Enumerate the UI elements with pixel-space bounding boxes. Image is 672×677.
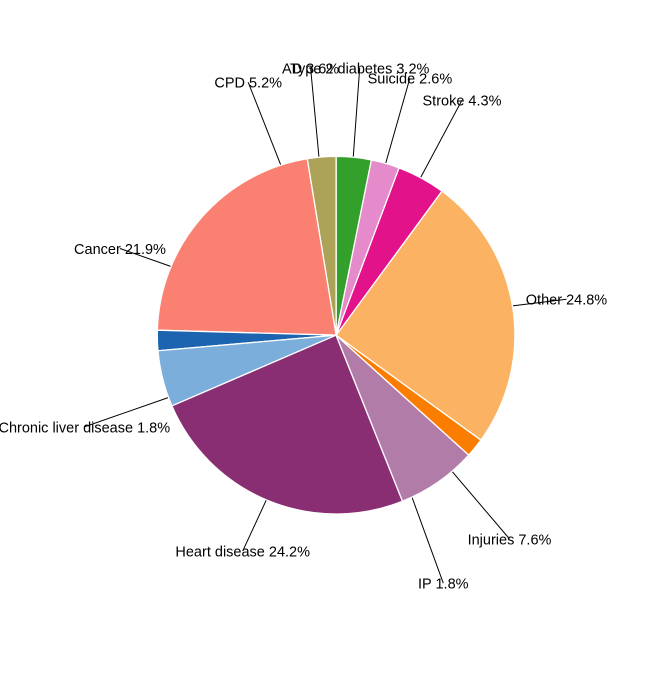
svg-text:CPD 5.2%: CPD 5.2% bbox=[214, 76, 282, 92]
svg-text:Stroke 4.3%: Stroke 4.3% bbox=[423, 94, 502, 110]
svg-text:AD 3.6%: AD 3.6% bbox=[282, 61, 339, 77]
svg-text:Heart disease 24.2%: Heart disease 24.2% bbox=[175, 545, 310, 561]
svg-text:Type 2 diabetes 3.2%: Type 2 diabetes 3.2% bbox=[290, 61, 430, 77]
svg-text:Injuries 7.6%: Injuries 7.6% bbox=[468, 532, 552, 548]
svg-text:Suicide 2.6%: Suicide 2.6% bbox=[368, 72, 453, 88]
svg-text:IP 1.8%: IP 1.8% bbox=[418, 577, 469, 593]
svg-text:Cancer 21.9%: Cancer 21.9% bbox=[74, 242, 166, 258]
svg-text:Other 24.8%: Other 24.8% bbox=[526, 293, 608, 309]
svg-text:Chronic liver disease 1.8%: Chronic liver disease 1.8% bbox=[0, 420, 170, 436]
